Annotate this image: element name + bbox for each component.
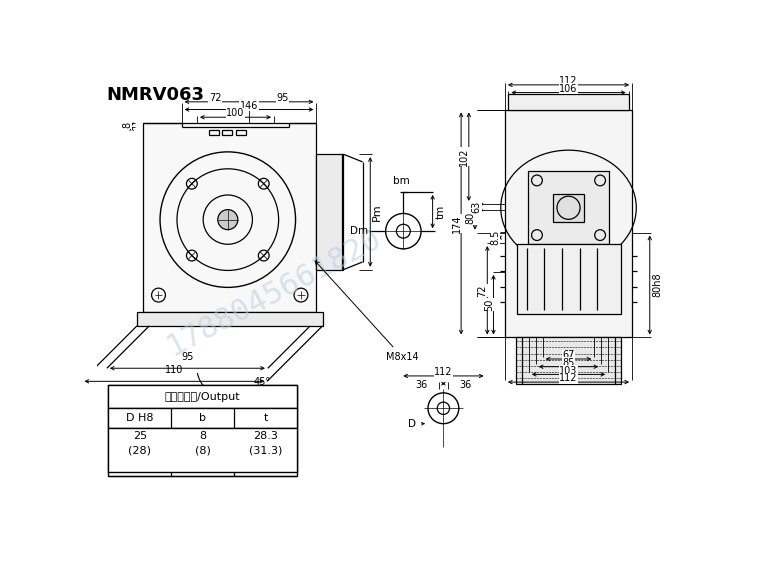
Bar	[527, 171, 610, 244]
Text: 36: 36	[416, 380, 428, 390]
Text: 100: 100	[226, 108, 245, 118]
Text: 1788045661820: 1788045661820	[162, 224, 386, 362]
Text: (31.3): (31.3)	[249, 446, 283, 456]
Bar	[109, 427, 297, 472]
Text: tm: tm	[435, 204, 445, 219]
Text: 102: 102	[459, 148, 469, 166]
Text: 8.5: 8.5	[490, 230, 500, 245]
Text: 67: 67	[562, 350, 575, 360]
Bar	[109, 385, 297, 408]
Bar	[143, 123, 316, 312]
Text: 103: 103	[559, 365, 578, 376]
Bar	[236, 130, 246, 135]
Text: 174: 174	[451, 214, 461, 233]
Text: 112: 112	[559, 373, 578, 383]
Text: 146: 146	[240, 101, 258, 111]
Text: Dm: Dm	[350, 226, 368, 236]
Text: 112: 112	[434, 367, 453, 377]
Text: 8: 8	[122, 122, 132, 129]
Text: 输出轴孔径/Output: 输出轴孔径/Output	[165, 392, 241, 402]
Bar	[516, 338, 621, 384]
Text: bm: bm	[394, 176, 410, 186]
Text: D H8: D H8	[126, 413, 154, 423]
Bar	[553, 194, 584, 222]
Text: 8: 8	[199, 431, 206, 441]
Text: 72: 72	[478, 284, 488, 296]
Text: 106: 106	[559, 84, 578, 94]
Text: 85: 85	[562, 358, 575, 368]
Bar	[508, 94, 629, 109]
Text: 80h8: 80h8	[652, 273, 663, 298]
Text: 95: 95	[277, 93, 289, 103]
Bar	[505, 109, 632, 338]
Text: (8): (8)	[195, 446, 211, 456]
Bar	[109, 408, 297, 427]
Text: 95: 95	[181, 352, 194, 362]
Text: Pm: Pm	[372, 203, 382, 221]
Text: 63: 63	[471, 201, 482, 213]
Text: 25: 25	[133, 431, 147, 441]
Text: M8x14: M8x14	[315, 261, 418, 362]
Text: D: D	[408, 419, 416, 428]
Text: 50: 50	[484, 299, 494, 311]
Bar	[208, 130, 219, 135]
Text: 28.3: 28.3	[253, 431, 278, 441]
Text: 112: 112	[559, 76, 578, 86]
Text: 36: 36	[459, 380, 471, 390]
Text: NMRV063: NMRV063	[106, 86, 204, 104]
Bar	[223, 130, 233, 135]
Bar	[109, 385, 297, 476]
Circle shape	[218, 210, 238, 230]
Text: 110: 110	[165, 365, 183, 375]
Bar	[517, 244, 620, 314]
Text: b: b	[199, 413, 206, 423]
Text: b: b	[440, 369, 447, 379]
Bar	[137, 312, 322, 326]
Text: 72: 72	[209, 93, 221, 103]
Text: (28): (28)	[128, 446, 151, 456]
Text: 80: 80	[465, 212, 475, 225]
Bar	[316, 154, 344, 270]
Text: t: t	[264, 413, 268, 423]
Text: 45°: 45°	[253, 377, 271, 387]
